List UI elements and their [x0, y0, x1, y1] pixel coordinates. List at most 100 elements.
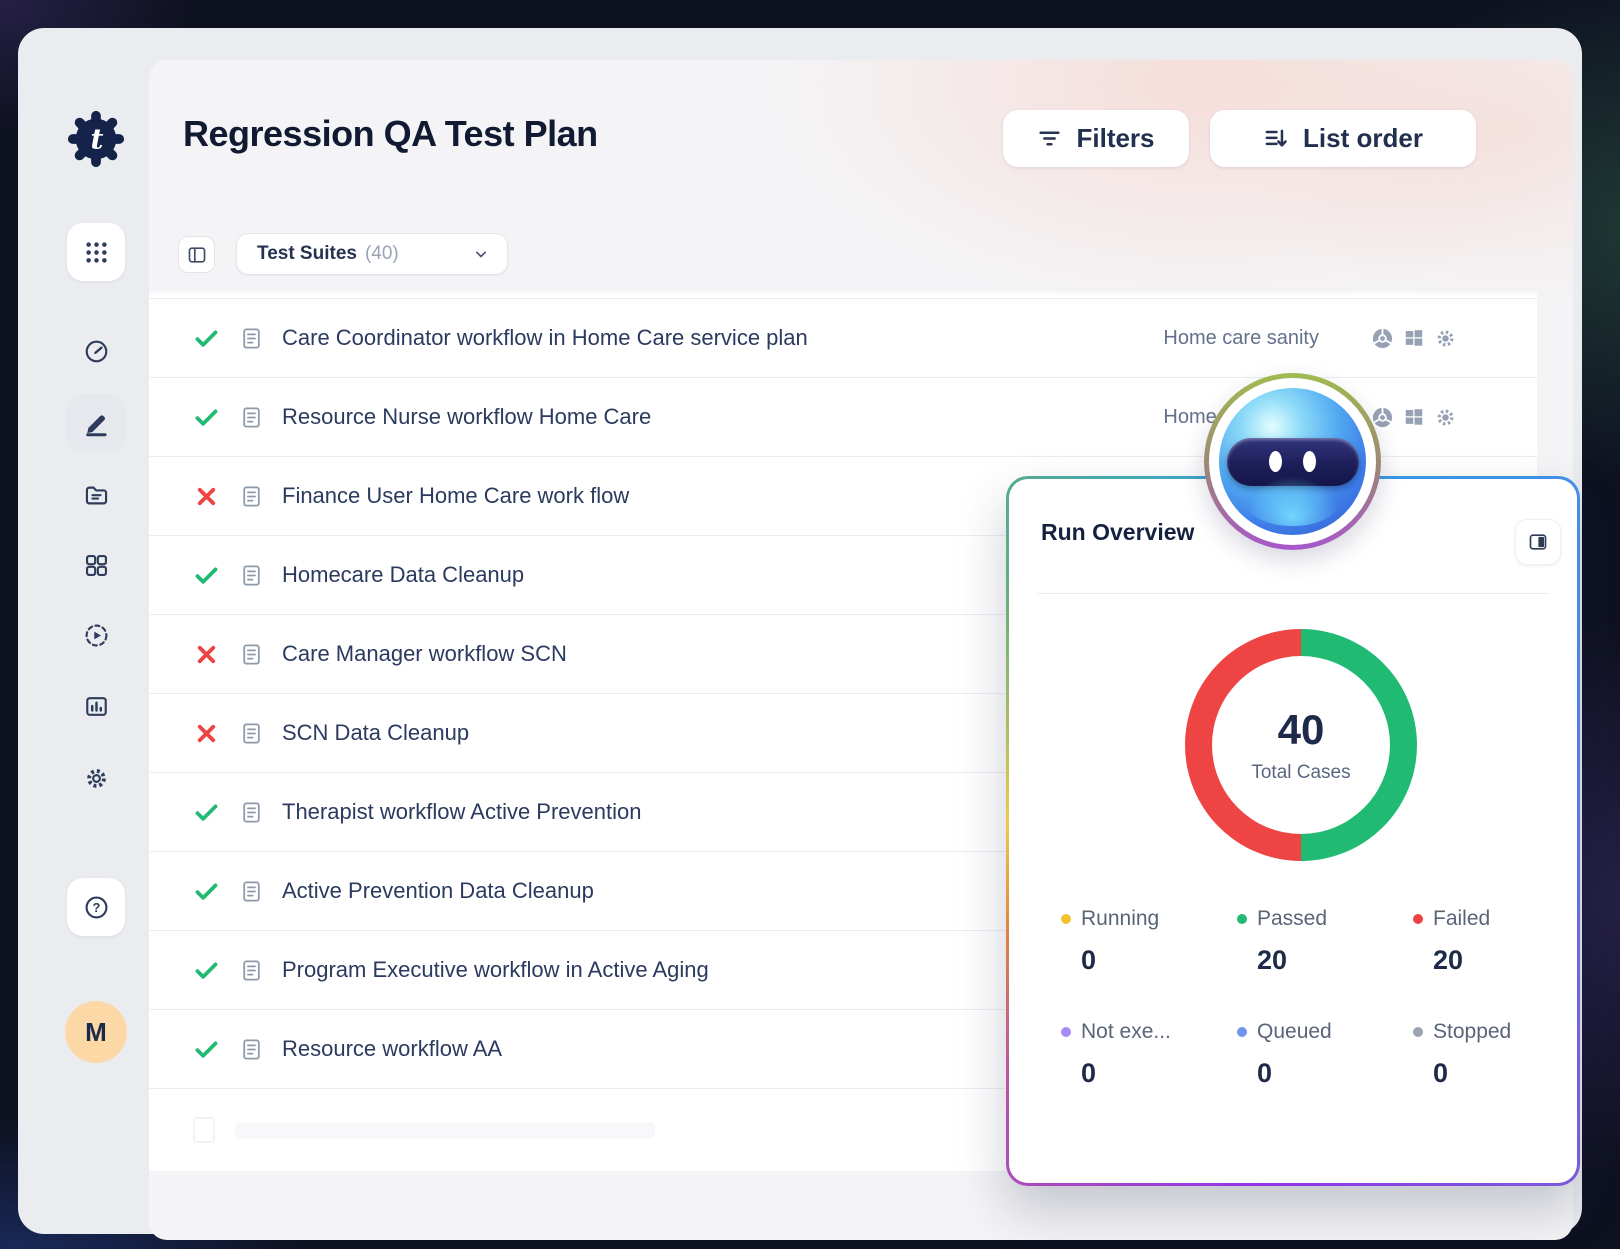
chrome-icon: [1372, 328, 1393, 348]
passed-check-icon: [195, 409, 218, 426]
svg-text:?: ?: [92, 900, 100, 915]
legend-value: 0: [1433, 1058, 1449, 1088]
windows-icon: [1405, 330, 1423, 346]
sidebar-item-editor[interactable]: [67, 394, 125, 452]
total-cases-value: 40: [1277, 706, 1325, 753]
filters-button[interactable]: Filters: [1003, 110, 1189, 167]
test-suite-title: Program Executive workflow in Active Agi…: [282, 957, 709, 982]
document-icon: [239, 563, 264, 588]
panel-right-icon: [1529, 534, 1547, 550]
dropdown-label: Test Suites: [257, 243, 357, 264]
list-order-button[interactable]: List order: [1210, 110, 1476, 167]
test-suite-title: Resource Nurse workflow Home Care: [282, 404, 652, 429]
filter-icon: [1039, 131, 1061, 146]
run-overview-title: Run Overview: [1041, 519, 1195, 545]
gear-icon: [86, 768, 106, 788]
panel-divider: [1037, 593, 1549, 594]
document-icon: [239, 484, 264, 509]
sidebar-item-settings[interactable]: [67, 749, 125, 807]
test-suite-title: Homecare Data Cleanup: [282, 562, 525, 587]
run-overview-panel: Run Overview 40 Total Cases Running: [1006, 476, 1580, 1186]
sidebar-item-projects[interactable]: [67, 466, 125, 524]
app-window: t: [18, 28, 1582, 1240]
user-avatar[interactable]: M: [65, 1001, 127, 1063]
ai-assistant-orb[interactable]: [1204, 373, 1381, 550]
test-suite-row[interactable]: Care Coordinator workflow in Home Care s…: [149, 299, 1537, 378]
panel-collapse-button[interactable]: [1515, 519, 1561, 565]
filters-label: Filters: [1076, 123, 1155, 153]
sidebar-panel-toggle-button[interactable]: [178, 236, 215, 273]
status-legend: Running 0 Passed 20 Failed 20 Not exe...: [1061, 907, 1563, 1089]
sidebar: t: [36, 56, 149, 1249]
passed-check-icon: [195, 1041, 218, 1058]
play-circle-icon: [85, 624, 107, 646]
test-suite-title: Care Coordinator workflow in Home Care s…: [282, 325, 808, 350]
legend-dot: [1237, 914, 1247, 924]
document-icon: [239, 958, 264, 983]
legend-item: Failed 20: [1413, 907, 1589, 976]
app-logo[interactable]: t: [65, 108, 127, 170]
document-icon: [239, 721, 264, 746]
sidebar-item-reports[interactable]: [67, 677, 125, 735]
robot-face-icon: [1219, 388, 1366, 535]
sidebar-item-help[interactable]: ?: [67, 878, 125, 936]
faded-list-row: [149, 1089, 1537, 1171]
avatar-initial: M: [85, 1016, 107, 1047]
robot-visor: [1226, 437, 1359, 486]
panel-left-icon: [188, 246, 205, 263]
legend-label: Stopped: [1433, 1020, 1512, 1043]
document-icon: [239, 800, 264, 825]
document-icon: [239, 642, 264, 667]
legend-label: Failed: [1433, 907, 1491, 930]
robot-eye-right: [1302, 450, 1316, 472]
sidebar-item-test-runs[interactable]: [67, 606, 125, 664]
document-icon: [239, 405, 264, 430]
pencil-icon: [85, 414, 107, 436]
document-icon: [239, 1037, 264, 1062]
gauge-icon: [85, 340, 107, 362]
passed-check-icon: [195, 804, 218, 821]
automation-gear-icon: [1437, 330, 1454, 346]
failed-x-icon: [197, 724, 216, 742]
automation-gear-icon: [1437, 409, 1454, 425]
logo-gear-icon: t: [67, 110, 125, 168]
bar-chart-icon: [85, 696, 107, 716]
faded-text-bar: [235, 1121, 655, 1139]
legend-label: Running: [1081, 907, 1160, 930]
sidebar-item-dashboard[interactable]: [67, 322, 125, 380]
folder-icon: [85, 486, 107, 504]
test-suite-title: Active Prevention Data Cleanup: [282, 878, 594, 903]
legend-item: Passed 20: [1237, 907, 1413, 976]
test-suite-title: Finance User Home Care work flow: [282, 483, 630, 508]
sort-list-icon: [1265, 129, 1287, 147]
legend-value: 20: [1257, 945, 1288, 975]
legend-dot: [1237, 1027, 1247, 1037]
passed-check-icon: [195, 883, 218, 900]
legend-value: 0: [1081, 945, 1097, 975]
legend-item: Stopped 0: [1413, 1020, 1589, 1089]
robot-eye-left: [1268, 450, 1282, 472]
legend-label: Passed: [1257, 907, 1328, 930]
document-icon: [239, 879, 264, 904]
apps-grid-icon: [85, 241, 107, 263]
legend-label: Not exe...: [1081, 1020, 1171, 1043]
test-suite-title: Therapist workflow Active Prevention: [282, 799, 642, 824]
sidebar-item-components[interactable]: [67, 536, 125, 594]
test-suites-dropdown[interactable]: Test Suites (40): [236, 233, 508, 275]
faded-doc-icon: [193, 1117, 215, 1143]
passed-check-icon: [195, 962, 218, 979]
legend-item: Not exe... 0: [1061, 1020, 1237, 1089]
document-icon: [239, 326, 264, 351]
total-cases-label: Total Cases: [1251, 762, 1351, 783]
passed-check-icon: [195, 567, 218, 584]
passed-check-icon: [195, 330, 218, 347]
test-suite-title: Care Manager workflow SCN: [282, 641, 567, 666]
list-scroll-peek: [149, 291, 1537, 299]
legend-value: 20: [1433, 945, 1464, 975]
sidebar-item-apps[interactable]: [67, 223, 125, 281]
legend-value: 0: [1257, 1058, 1273, 1088]
windows-icon: [1405, 409, 1423, 425]
chrome-icon: [1372, 407, 1393, 427]
dropdown-count: (40): [364, 243, 399, 264]
list-order-label: List order: [1303, 123, 1423, 153]
